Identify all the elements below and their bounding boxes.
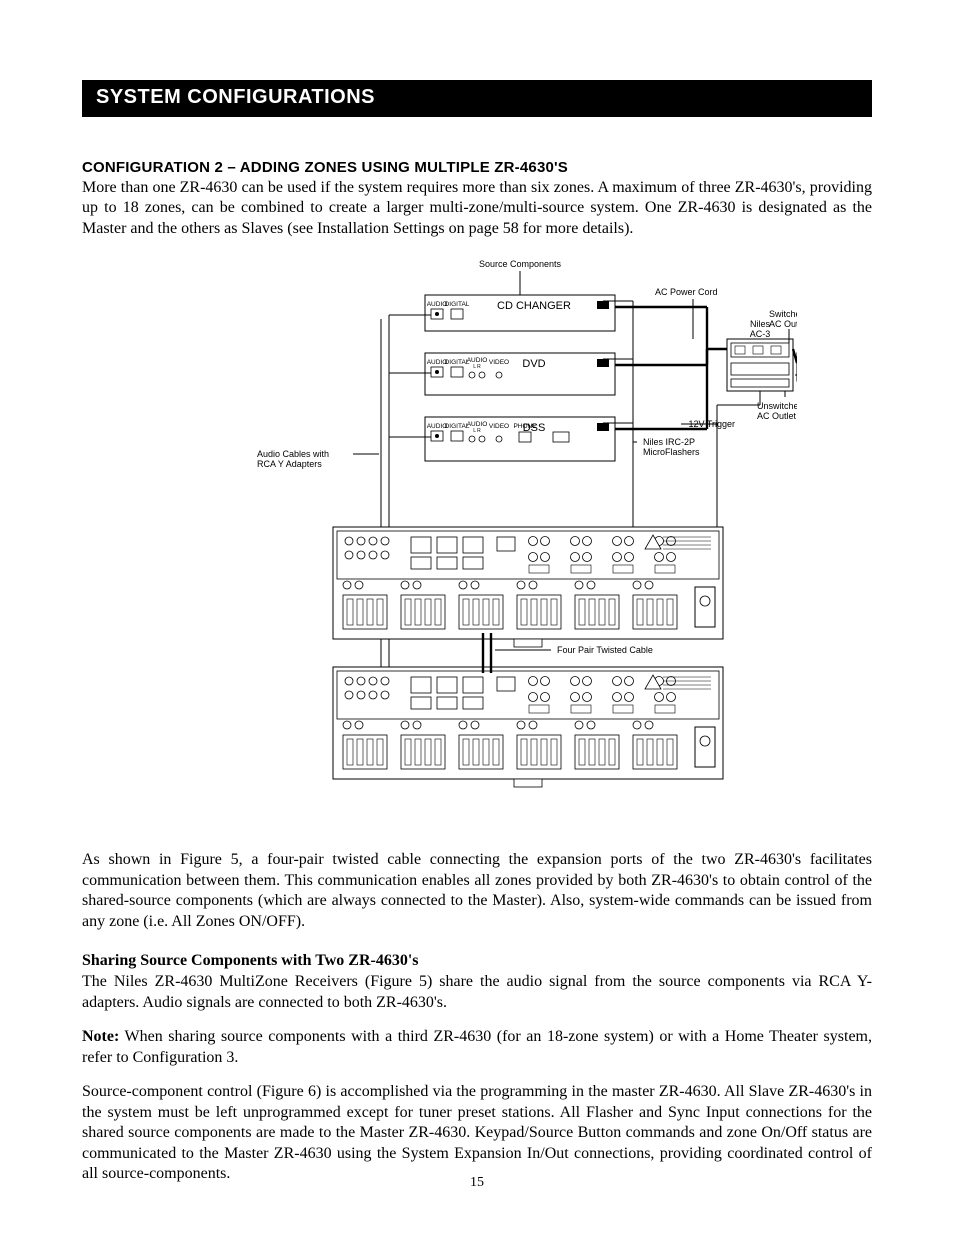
svg-text:Source Components: Source Components — [479, 259, 562, 269]
after-figure-paragraph: As shown in Figure 5, a four-pair twiste… — [82, 850, 872, 932]
svg-text:PHONE: PHONE — [513, 423, 537, 430]
config2-heading: CONFIGURATION 2 – ADDING ZONES USING MUL… — [82, 159, 872, 176]
note-label: Note: — [82, 1028, 119, 1045]
svg-text:VIDEO: VIDEO — [489, 359, 509, 366]
svg-text:AUDIO: AUDIO — [467, 421, 488, 428]
svg-text:Switched: Switched — [769, 309, 797, 319]
config2-intro: More than one ZR-4630 can be used if the… — [82, 178, 872, 239]
svg-text:L R: L R — [473, 364, 481, 370]
svg-text:VIDEO: VIDEO — [489, 423, 509, 430]
svg-text:Audio Cables with: Audio Cables with — [257, 449, 329, 459]
svg-text:Four Pair Twisted Cable: Four Pair Twisted Cable — [557, 645, 653, 655]
page-number: 15 — [0, 1175, 954, 1191]
svg-text:Unswitched: Unswitched — [757, 401, 797, 411]
sharing-p3: Source-component control (Figure 6) is a… — [82, 1082, 872, 1184]
svg-text:RCA Y Adapters: RCA Y Adapters — [257, 459, 322, 469]
svg-text:CD CHANGER: CD CHANGER — [497, 300, 571, 312]
note-body: When sharing source components with a th… — [82, 1028, 872, 1065]
svg-text:DVD: DVD — [522, 358, 545, 370]
svg-text:MicroFlashers: MicroFlashers — [643, 447, 700, 457]
sharing-heading: Sharing Source Components with Two ZR-46… — [82, 952, 872, 970]
svg-text:AC Outlet: AC Outlet — [757, 411, 797, 421]
sharing-p1: The Niles ZR-4630 MultiZone Receivers (F… — [82, 972, 872, 1013]
svg-text:Niles: Niles — [750, 319, 771, 329]
svg-text:Niles IRC-2P: Niles IRC-2P — [643, 437, 695, 447]
svg-text:AC Outlet: AC Outlet — [769, 319, 797, 329]
svg-text:AC Power Cord: AC Power Cord — [655, 287, 718, 297]
sharing-note: Note: When sharing source components wit… — [82, 1027, 872, 1068]
section-banner: SYSTEM CONFIGURATIONS — [82, 80, 872, 117]
svg-text:L R: L R — [473, 428, 481, 434]
svg-text:AUDIO: AUDIO — [467, 357, 488, 364]
svg-text:DIGITAL: DIGITAL — [445, 301, 470, 308]
wiring-diagram: Source Components CD CHANGER AUDIO DIGITAL D… — [157, 257, 797, 822]
svg-text:AC-3: AC-3 — [750, 329, 771, 339]
